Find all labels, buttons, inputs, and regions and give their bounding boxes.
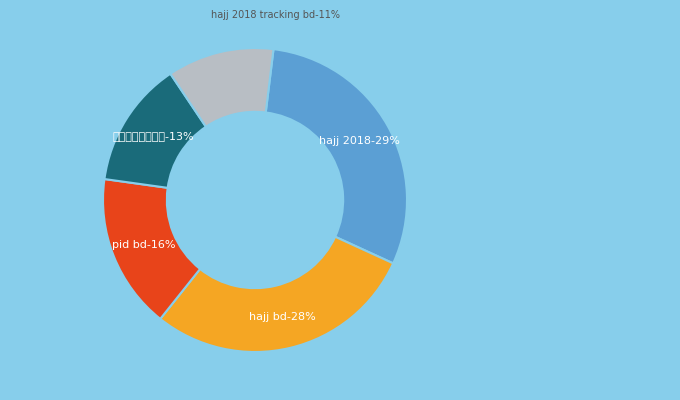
Wedge shape <box>266 49 407 263</box>
Wedge shape <box>160 237 393 352</box>
Text: pid bd-16%: pid bd-16% <box>112 240 175 250</box>
Text: hajj 2018-29%: hajj 2018-29% <box>320 136 401 146</box>
Text: hajj 2018 tracking bd-11%: hajj 2018 tracking bd-11% <box>211 10 340 20</box>
Wedge shape <box>105 74 206 188</box>
Text: হজযাত্রী-13%: হজযাত্রী-13% <box>112 131 194 141</box>
Wedge shape <box>103 179 200 319</box>
Text: hajj bd-28%: hajj bd-28% <box>250 312 316 322</box>
Wedge shape <box>171 48 273 127</box>
